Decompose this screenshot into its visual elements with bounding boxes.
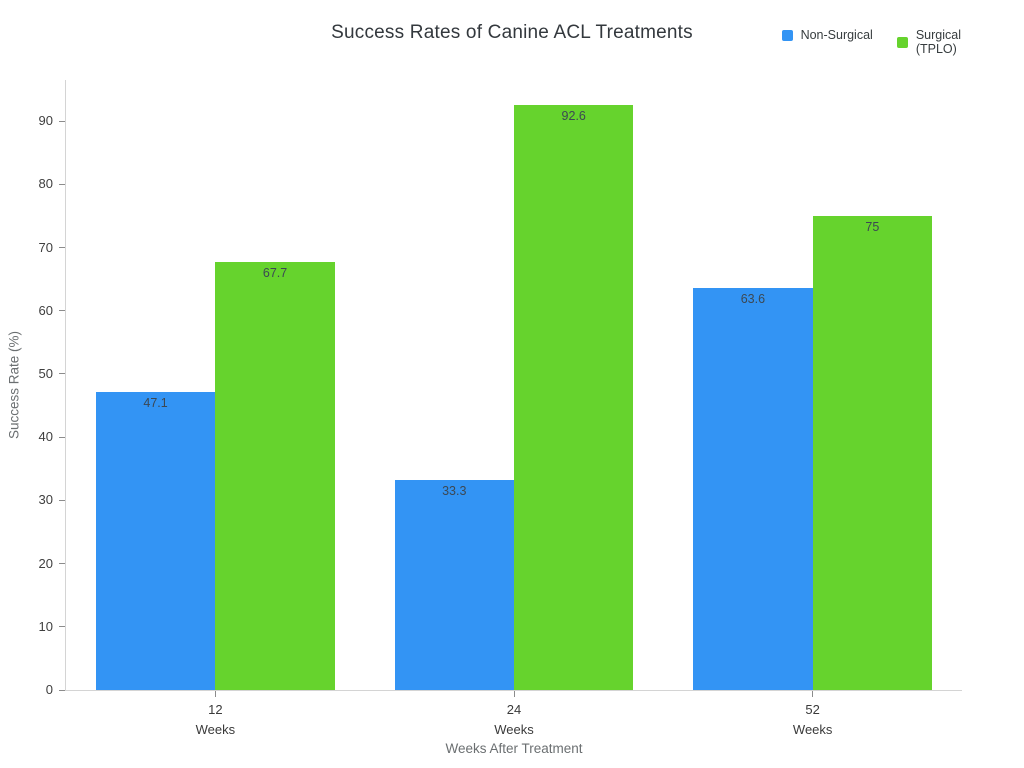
y-tick-mark [59, 247, 65, 248]
y-tick-mark [59, 120, 65, 122]
x-tick-mark [513, 691, 515, 697]
legend-swatch-surgical-icon [896, 36, 908, 48]
legend-swatch-non-surgical-icon [781, 29, 793, 41]
y-tick-mark [59, 689, 65, 691]
y-tick-label: 90 [38, 113, 53, 129]
x-tick-label: 52 Weeks [792, 702, 833, 738]
y-tick-label: 40 [38, 429, 53, 445]
bar-surgical-tplo- [812, 215, 933, 690]
y-tick-label: 10 [38, 618, 53, 634]
y-tick-label: 70 [38, 239, 53, 255]
plot-area: 0 10 20 30 40 50 60 70 80 90 47.1 67.7 12 Weeks 33.3 9… [39, 80, 962, 737]
legend-item-surgical[interactable]: Surgical (TPLO) [896, 28, 961, 57]
y-tick-label: 30 [38, 492, 53, 508]
x-axis-title: Weeks After Treatment [445, 741, 583, 756]
legend-item-non-surgical[interactable]: Non-Surgical [781, 28, 873, 42]
chart-title: Success Rates of Canine ACL Treatments [331, 22, 693, 43]
y-tick-label: 60 [38, 302, 53, 318]
y-tick-mark [59, 436, 65, 438]
y-tick-mark [59, 499, 65, 501]
y-tick-mark [59, 626, 65, 628]
y-tick-mark [59, 373, 65, 375]
y-tick-label: 50 [38, 365, 53, 381]
legend-label-non-surgical: Non-Surgical [800, 28, 873, 42]
y-tick-label: 20 [38, 555, 53, 571]
bar-non-surgical [95, 392, 216, 690]
x-tick-label: 24 Weeks [494, 702, 534, 738]
y-axis-title: Success Rate (%) [6, 330, 22, 440]
x-tick-label: 12 Weeks [195, 702, 236, 738]
y-tick-mark [59, 563, 65, 565]
bar-surgical-tplo- [215, 262, 335, 690]
x-tick-mark [214, 691, 216, 697]
bar-non-surgical [394, 479, 514, 690]
x-tick-mark [812, 691, 814, 697]
y-tick-mark [59, 310, 65, 312]
y-tick-label: 80 [38, 176, 53, 192]
legend-label-surgical: Surgical (TPLO) [915, 28, 961, 57]
y-tick-mark [59, 183, 65, 185]
bar-non-surgical [693, 287, 813, 690]
chart-legend: Non-Surgical Surgical (TPLO) [781, 28, 961, 57]
bar-surgical-tplo- [514, 104, 634, 690]
y-tick-label: 0 [45, 682, 53, 697]
